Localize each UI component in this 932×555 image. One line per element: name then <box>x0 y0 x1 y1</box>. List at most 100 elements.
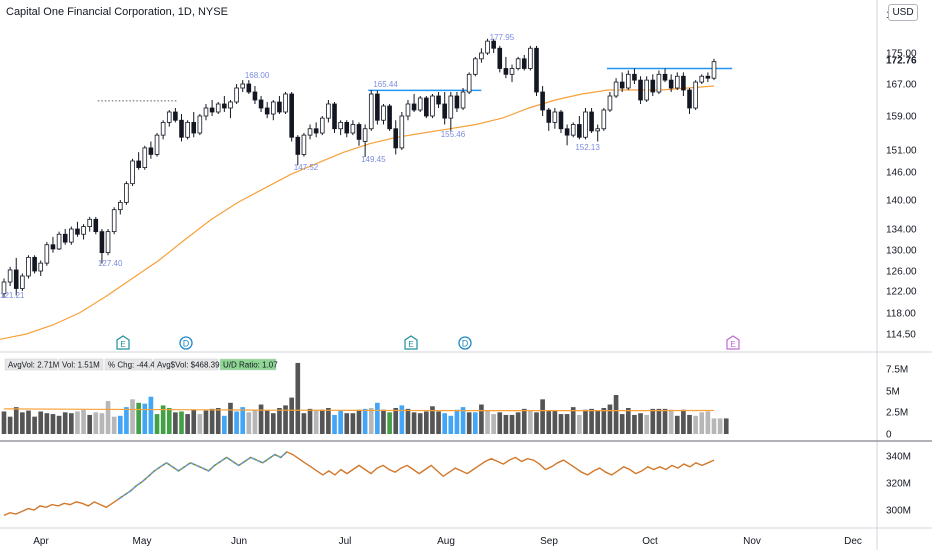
volume-bar <box>130 399 135 434</box>
candle-body <box>564 128 570 136</box>
volume-bar <box>234 411 239 434</box>
candle-body <box>124 183 129 203</box>
volume-bar <box>277 408 282 434</box>
candle-body <box>491 40 496 49</box>
volume-axis-tick: 0 <box>886 430 892 441</box>
candle-body <box>13 269 19 289</box>
volume-bar <box>521 408 527 434</box>
stats-box <box>104 358 153 371</box>
volume-bar <box>301 413 307 434</box>
volume-bar <box>430 406 435 434</box>
candle-body <box>26 256 31 277</box>
time-axis-label: Dec <box>844 536 862 547</box>
candle-body <box>69 228 74 243</box>
candle-body <box>313 128 319 134</box>
volume-bar <box>375 402 380 434</box>
price-axis-tick: 146.00 <box>886 168 917 179</box>
volume-bar <box>160 405 166 434</box>
pivot-price-label: 147.52 <box>294 163 319 172</box>
candle-body <box>277 101 282 113</box>
candle-body <box>674 75 680 89</box>
volume-bar <box>56 415 62 434</box>
rs-axis-tick: 300M <box>886 506 911 517</box>
volume-bar <box>1 411 7 434</box>
volume-bar <box>319 409 325 434</box>
volume-bar <box>497 412 503 434</box>
volume-bar <box>252 409 258 434</box>
candle-body <box>656 73 662 93</box>
candle-body <box>644 79 649 101</box>
volume-bar <box>240 407 246 434</box>
candle-body <box>197 115 203 134</box>
candle-body <box>632 73 637 81</box>
volume-bar <box>289 397 294 434</box>
rs-axis-tick: 320M <box>886 479 911 490</box>
volume-bar <box>81 409 86 434</box>
volume-bar <box>185 414 190 434</box>
volume-bar <box>338 410 343 434</box>
volume-bar <box>411 412 417 434</box>
stats-avgvol: AvgVol: 2.71M <box>8 361 60 370</box>
candle-body <box>264 107 270 115</box>
stats-vol: Vol: 1.51M <box>62 361 100 370</box>
time-axis-label: Apr <box>33 536 49 547</box>
stats-box <box>58 358 104 371</box>
candle-body <box>448 95 454 119</box>
volume-bar <box>650 408 656 434</box>
candle-body <box>693 81 698 109</box>
volume-bar <box>638 413 643 434</box>
volume-bar <box>460 407 466 434</box>
candle-body <box>466 73 472 93</box>
volume-bar <box>332 414 337 434</box>
volume-bar <box>148 396 154 434</box>
candle-body <box>32 256 37 272</box>
volume-bar <box>13 407 19 434</box>
candle-body <box>497 47 503 69</box>
currency-badge[interactable]: USD <box>888 4 918 21</box>
candle-body <box>50 244 56 250</box>
candle-body <box>540 91 545 111</box>
pivot-price-label: 149.45 <box>361 155 386 164</box>
candle-body <box>405 103 411 117</box>
rs-line-highlight <box>117 451 288 500</box>
candle-body <box>173 111 178 121</box>
candle-body <box>583 111 588 138</box>
candle-body <box>436 95 441 105</box>
volume-bar <box>222 415 227 434</box>
candle-body <box>460 91 466 109</box>
volume-bar <box>632 414 637 434</box>
candle-body <box>81 226 86 235</box>
volume-bar <box>307 408 313 434</box>
dividend-marker <box>458 336 472 350</box>
candle-body <box>148 147 154 155</box>
candle-body <box>503 68 509 75</box>
candle-body <box>228 101 233 109</box>
candle-body <box>613 81 619 97</box>
time-axis-label: Sep <box>540 536 558 547</box>
volume-bar <box>173 412 178 434</box>
volume-bar <box>644 414 649 434</box>
candle-body <box>687 89 692 109</box>
candle-body <box>179 119 184 138</box>
candle-body <box>528 47 533 69</box>
volume-bar <box>62 412 68 434</box>
price-axis-tick: 151.00 <box>886 146 917 157</box>
candle-body <box>424 97 429 117</box>
candle-body <box>203 107 209 117</box>
volume-axis-tick: 7.5M <box>886 365 908 376</box>
volume-bar <box>20 412 25 434</box>
stats-chg: % Chg: -44.46% <box>108 361 166 370</box>
candle-body <box>589 111 594 132</box>
candle-body <box>368 93 374 130</box>
earnings-marker <box>726 335 740 350</box>
volume-bar <box>381 409 386 434</box>
candle-body <box>154 134 160 155</box>
volume-bar <box>528 410 533 434</box>
candle-body <box>356 124 362 140</box>
candle-body <box>234 87 239 103</box>
candle-body <box>711 61 717 79</box>
candle-body <box>577 124 582 138</box>
volume-bar <box>613 395 619 434</box>
